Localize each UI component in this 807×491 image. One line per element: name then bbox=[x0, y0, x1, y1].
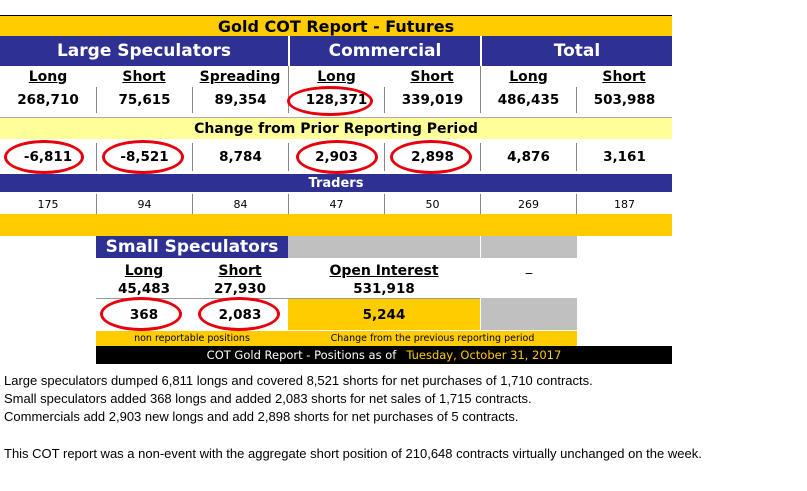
open-interest-note: Change from the previous reporting perio… bbox=[330, 333, 535, 344]
small-short-value: 27,930 bbox=[213, 281, 267, 297]
blank-gray-cell bbox=[481, 298, 577, 330]
footer-label: COT Gold Report - Positions as of bbox=[206, 348, 397, 362]
change-title-row: Change from Prior Reporting Period bbox=[0, 117, 672, 139]
trd-total-short: 187 bbox=[576, 194, 672, 214]
trd-total-long: 269 bbox=[480, 194, 576, 214]
report-footer: COT Gold Report - Positions as of Tuesda… bbox=[96, 346, 672, 364]
commentary-line-4: This COT report was a non-event with the… bbox=[4, 446, 702, 461]
col-large-spreading: Spreading bbox=[199, 68, 281, 85]
pos-large-long: 268,710 bbox=[17, 92, 79, 108]
commentary-line-2: Small speculators added 368 longs and ad… bbox=[4, 391, 532, 406]
small-spec-value-row: 45,483 27,930 531,918 bbox=[96, 280, 480, 298]
traders-row: 175 94 84 47 50 269 187 bbox=[0, 194, 672, 214]
chg-total-long: 4,876 bbox=[480, 143, 576, 171]
red-circle-small-short-change bbox=[198, 297, 280, 331]
red-circle-small-long-change bbox=[100, 297, 182, 331]
footer-date: Tuesday, October 31, 2017 bbox=[406, 348, 562, 362]
col-comm-long: Long bbox=[288, 66, 384, 87]
col-large-long: Long bbox=[28, 68, 68, 85]
trd-comm-short: 50 bbox=[384, 194, 480, 214]
commentary-line-1: Large speculators dumped 6,811 longs and… bbox=[4, 373, 593, 388]
red-circle-comm-long-change bbox=[296, 140, 378, 174]
trd-comm-long: 47 bbox=[288, 194, 384, 214]
separator-band bbox=[0, 214, 672, 236]
report-title: Gold COT Report - Futures bbox=[217, 16, 455, 36]
small-spec-note: non reportable positions bbox=[134, 333, 250, 344]
red-circle-large-long-change bbox=[4, 140, 84, 174]
small-long-value: 45,483 bbox=[117, 281, 171, 297]
pos-total-short: 503,988 bbox=[576, 87, 672, 113]
small-spec-header: Small Speculators bbox=[96, 236, 288, 258]
trd-large-spreading: 84 bbox=[192, 194, 288, 214]
notes-row: non reportable positions Change from the… bbox=[96, 331, 577, 346]
red-circle-large-short-change bbox=[102, 140, 184, 174]
open-interest-value: 531,918 bbox=[353, 281, 415, 297]
open-interest-change: 5,244 bbox=[288, 299, 480, 330]
positions-row: 268,710 75,615 89,354 128,371 339,019 48… bbox=[0, 87, 672, 113]
open-interest-label: Open Interest bbox=[329, 263, 439, 279]
col-large-short: Short bbox=[122, 68, 166, 85]
change-title: Change from Prior Reporting Period bbox=[194, 120, 478, 137]
chg-large-spreading: 8,784 bbox=[192, 143, 288, 171]
traders-header-row: Traders bbox=[0, 174, 672, 192]
small-spec-header-gray-b bbox=[481, 236, 577, 258]
group-total: Total bbox=[480, 36, 672, 66]
small-long-label: Long bbox=[124, 263, 164, 279]
traders-title: Traders bbox=[308, 175, 364, 191]
chg-total-short: 3,161 bbox=[576, 143, 672, 171]
report-title-bar: Gold COT Report - Futures bbox=[0, 15, 672, 36]
small-short-label: Short bbox=[218, 263, 262, 279]
column-label-row: Long Short Spreading Long Short Long Sho… bbox=[0, 66, 672, 87]
group-large-speculators: Large Speculators bbox=[56, 41, 232, 61]
group-header-row: Large Speculators Commercial Total bbox=[0, 36, 672, 66]
col-comm-short: Short bbox=[410, 68, 454, 85]
col-total-short: Short bbox=[602, 68, 646, 85]
blank-dash: _ bbox=[525, 260, 533, 275]
red-circle-comm-long-position bbox=[287, 86, 373, 116]
commentary-line-3: Commercials add 2,903 new longs and add … bbox=[4, 409, 519, 424]
pos-large-spreading: 89,354 bbox=[192, 87, 288, 113]
pos-large-short: 75,615 bbox=[96, 87, 192, 113]
small-spec-label-row: Long Short Open Interest bbox=[96, 262, 480, 280]
trd-large-short: 94 bbox=[96, 194, 192, 214]
pos-comm-short: 339,019 bbox=[384, 87, 480, 113]
red-circle-comm-short-change bbox=[390, 140, 472, 174]
trd-large-long: 175 bbox=[37, 197, 59, 211]
pos-total-long: 486,435 bbox=[480, 87, 576, 113]
group-commercial: Commercial bbox=[288, 36, 480, 66]
small-spec-title: Small Speculators bbox=[105, 237, 279, 257]
col-total-long: Long bbox=[480, 66, 576, 87]
small-spec-header-gray-a bbox=[288, 236, 480, 258]
